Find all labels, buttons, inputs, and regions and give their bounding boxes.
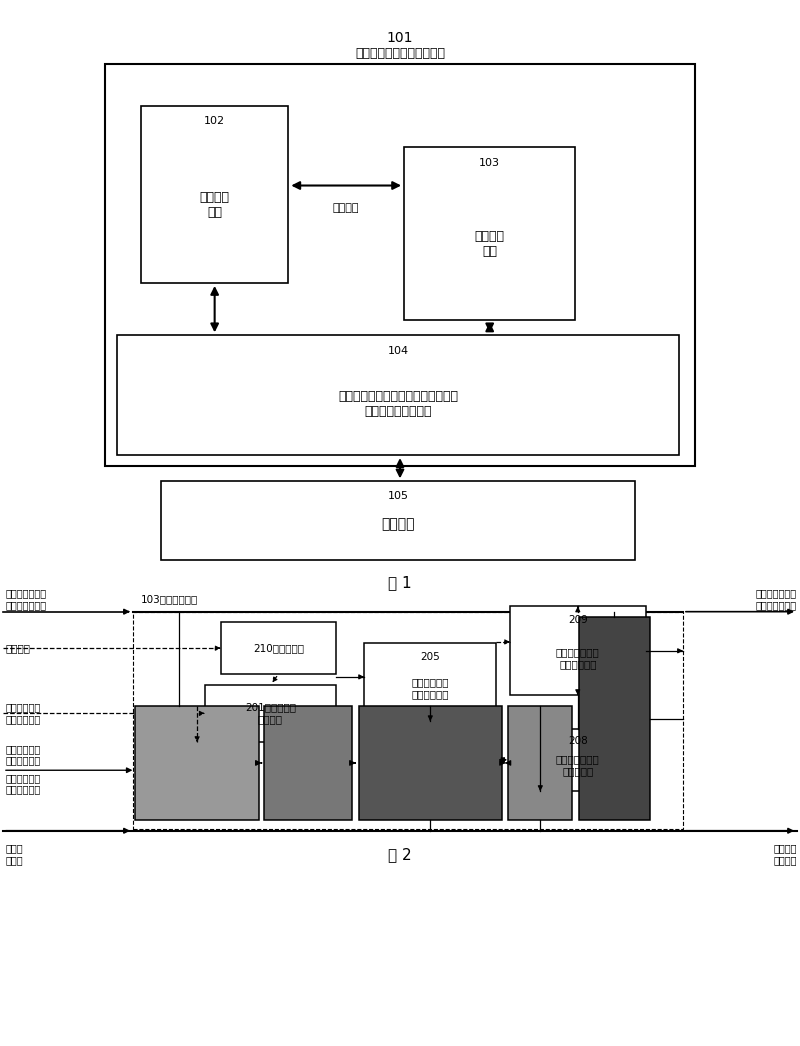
- Text: 接收共享一致性
请求和取数请求: 接收共享一致性 请求和取数请求: [6, 588, 46, 610]
- Bar: [510, 607, 646, 696]
- Bar: [265, 706, 352, 820]
- Bar: [404, 147, 575, 320]
- Bar: [509, 706, 572, 820]
- Text: 205: 205: [420, 652, 440, 661]
- Bar: [364, 643, 496, 721]
- Text: 不命中地址队列
响应控制器: 不命中地址队列 响应控制器: [556, 754, 600, 776]
- Text: 共享一致性和取
数请求控制器: 共享一致性和取 数请求控制器: [556, 647, 600, 668]
- Text: 监听端口: 监听端口: [333, 204, 359, 213]
- Bar: [133, 612, 683, 828]
- Text: 二级高速缓存、核间一致性控制部件
和系统接口控制部件: 二级高速缓存、核间一致性控制部件 和系统接口控制部件: [338, 389, 458, 417]
- Text: 104: 104: [387, 346, 409, 356]
- Bar: [105, 64, 695, 465]
- Text: 返回共享一致性
响应和取数响应: 返回共享一致性 响应和取数响应: [756, 588, 797, 610]
- Text: 图 2: 图 2: [388, 847, 412, 862]
- Bar: [221, 622, 336, 675]
- Bar: [205, 685, 336, 742]
- Text: 监测真实核的
取指请求地址: 监测真实核的 取指请求地址: [6, 773, 41, 795]
- Text: 101: 101: [386, 31, 414, 45]
- Text: 外部系统: 外部系统: [382, 518, 414, 531]
- Text: 208: 208: [568, 736, 588, 746]
- Bar: [510, 728, 646, 791]
- Text: 103虚拟处理器核: 103虚拟处理器核: [141, 594, 198, 605]
- Bar: [135, 706, 259, 820]
- Bar: [578, 617, 650, 820]
- Text: 接收访
存响应: 接收访 存响应: [6, 843, 23, 865]
- Text: 图 1: 图 1: [388, 575, 412, 590]
- Text: 发出访存
干扰请求: 发出访存 干扰请求: [774, 843, 797, 865]
- Bar: [117, 335, 679, 455]
- Text: 处理器现场可编程阵列实现: 处理器现场可编程阵列实现: [355, 47, 445, 60]
- Text: 210配置寄存器: 210配置寄存器: [253, 643, 304, 653]
- Text: 配置输入: 配置输入: [6, 643, 30, 653]
- Bar: [141, 106, 288, 283]
- Text: 103: 103: [479, 158, 500, 168]
- Text: 监测真实核的
访存请求地址: 监测真实核的 访存请求地址: [6, 744, 41, 766]
- Text: 105: 105: [387, 491, 409, 501]
- Bar: [161, 481, 635, 560]
- Text: 不命中地址队
列登记控制器: 不命中地址队 列登记控制器: [411, 678, 449, 699]
- Text: 真实处理
器核: 真实处理 器核: [200, 190, 230, 219]
- Text: 监测真实核的
访存请求命令: 监测真实核的 访存请求命令: [6, 703, 41, 724]
- Text: 102: 102: [204, 116, 226, 127]
- Text: 虚拟处理
器核: 虚拟处理 器核: [474, 230, 505, 258]
- Text: 201地址缓冲队
列控制器: 201地址缓冲队 列控制器: [245, 703, 296, 724]
- Bar: [358, 706, 502, 820]
- Text: 209: 209: [568, 615, 588, 626]
